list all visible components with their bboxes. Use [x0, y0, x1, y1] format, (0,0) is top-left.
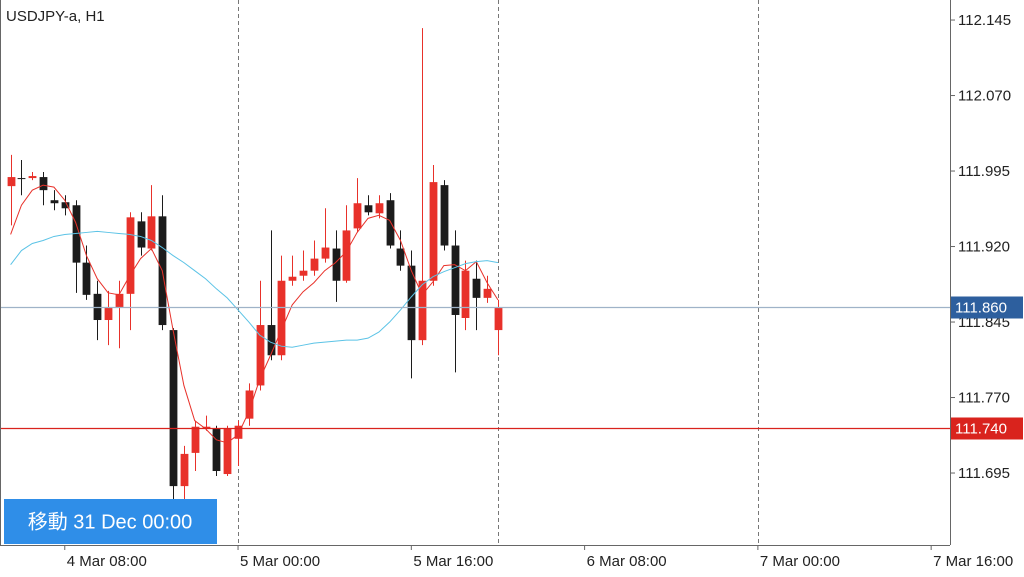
candle-body	[277, 280, 286, 356]
candle-body	[180, 453, 189, 487]
candle-body	[256, 325, 265, 386]
candle-body	[396, 248, 405, 266]
candle-body	[407, 265, 416, 341]
candle-body	[169, 330, 178, 487]
candle-body	[461, 270, 470, 319]
candle-body	[440, 185, 449, 246]
candle-body	[39, 177, 48, 191]
candle-body	[202, 426, 211, 429]
candle-body	[234, 425, 243, 439]
x-tick-label: 7 Mar 16:00	[933, 553, 1013, 570]
candle-body	[451, 245, 460, 315]
candle-body	[7, 177, 16, 187]
candle-body	[212, 428, 221, 472]
candle-body	[147, 216, 156, 249]
candle-body	[429, 182, 438, 281]
y-tick-label: 111.995	[958, 163, 1010, 180]
x-tick-label: 5 Mar 16:00	[413, 553, 493, 570]
x-tick-label: 5 Mar 00:00	[240, 553, 320, 570]
x-tick-label: 7 Mar 00:00	[760, 553, 840, 570]
candle-body	[353, 203, 362, 229]
candle-body	[342, 230, 351, 281]
candle-body	[267, 325, 276, 356]
candle-body	[137, 221, 146, 248]
candle-body	[82, 262, 91, 295]
y-tick-label: 111.920	[958, 238, 1010, 255]
marks	[0, 28, 950, 502]
candle-body	[364, 205, 373, 213]
candle-body	[375, 203, 384, 214]
y-tick-label: 111.770	[958, 389, 1010, 406]
candle-body	[494, 307, 503, 331]
y-tick-label: 111.695	[958, 465, 1010, 482]
candle-body	[50, 200, 59, 204]
candle-body	[72, 205, 81, 263]
candle-body	[17, 178, 26, 180]
moving-average	[10, 230, 499, 348]
price-label-box	[951, 417, 1023, 440]
nav-box[interactable]	[4, 499, 217, 544]
labels: 112.145112.070111.995111.920111.845111.7…	[67, 12, 1023, 570]
candle-body	[28, 176, 37, 179]
chart-title: USDJPY-a, H1	[6, 8, 105, 25]
candle-body	[299, 270, 308, 276]
candle-body	[115, 293, 124, 308]
candle-body	[321, 247, 330, 259]
candle-body	[418, 280, 427, 341]
candle-body	[223, 428, 232, 475]
candle-body	[126, 217, 135, 294]
candle-body	[191, 426, 200, 453]
x-tick-label: 4 Mar 08:00	[67, 553, 147, 570]
y-tick-label: 112.145	[958, 12, 1011, 29]
price-label-box	[951, 296, 1023, 319]
x-tick-label: 6 Mar 08:00	[587, 553, 667, 570]
price-label: 111.860	[955, 299, 1007, 316]
candle-body	[332, 248, 341, 281]
candle-body	[61, 202, 70, 209]
candle-body	[483, 288, 492, 298]
candle-body	[288, 276, 297, 281]
candle-body	[245, 390, 254, 419]
candle-body	[310, 258, 319, 271]
price-label: 111.740	[955, 420, 1007, 437]
y-tick-label: 112.070	[958, 87, 1011, 104]
candle-body	[472, 278, 481, 298]
candle-body	[104, 307, 113, 321]
moving-average	[10, 184, 499, 444]
nav-label[interactable]: 移動 31 Dec 00:00	[28, 510, 193, 533]
